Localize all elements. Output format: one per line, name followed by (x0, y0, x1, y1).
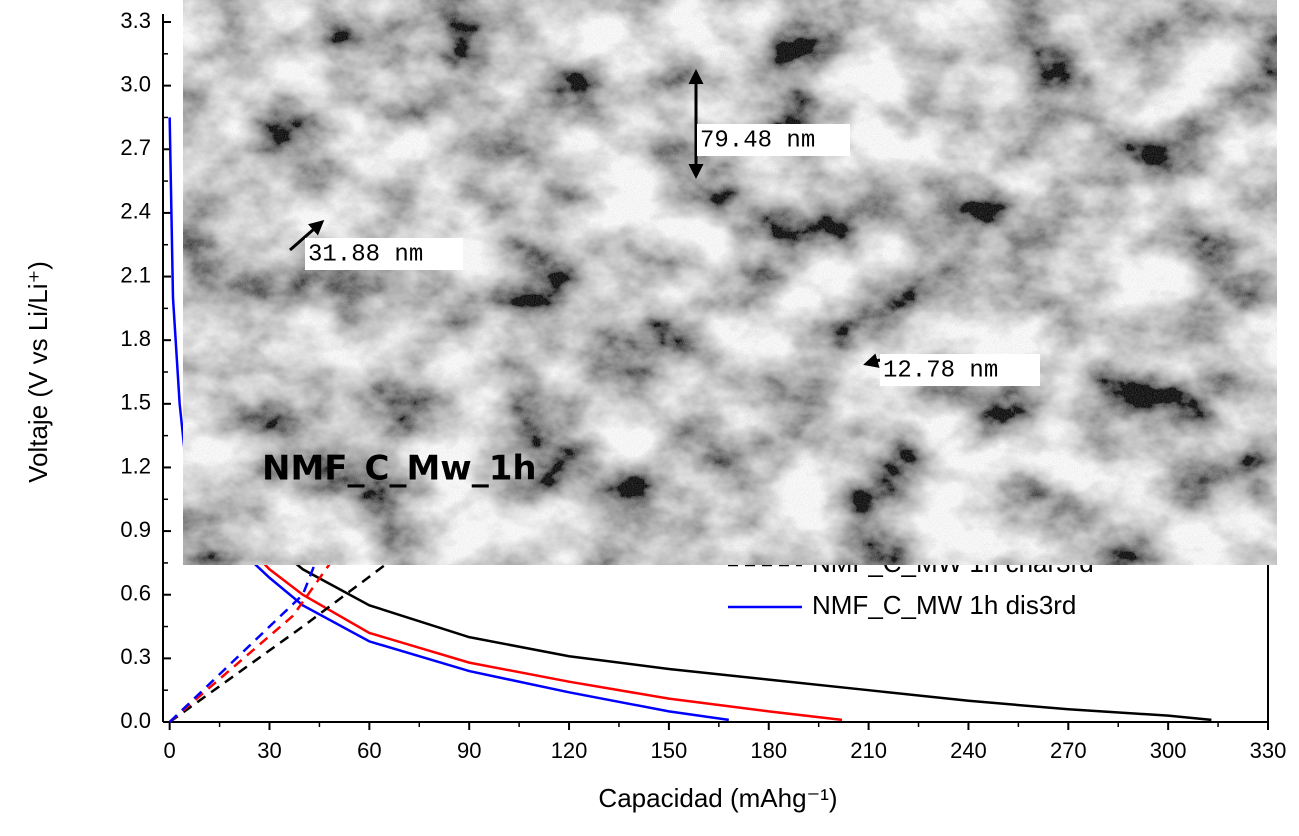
y-tick-label: 0.9 (120, 517, 151, 542)
y-tick-label: 2.4 (120, 199, 151, 224)
x-tick-label: 180 (750, 738, 787, 763)
x-tick-label: 210 (850, 738, 887, 763)
y-tick-label: 3.0 (120, 71, 151, 96)
x-tick-label: 300 (1150, 738, 1187, 763)
x-axis-title: Capacidad (mAhg⁻¹) (598, 783, 837, 813)
annotation: 79.48 nm (700, 127, 815, 154)
y-tick-label: 0.6 (120, 581, 151, 606)
x-tick-label: 0 (164, 738, 176, 763)
x-tick-label: 60 (357, 738, 381, 763)
legend-label: NMF_C_MW 1h dis3rd (812, 590, 1076, 620)
y-tick-label: 2.7 (120, 135, 151, 160)
y-tick-label: 1.2 (120, 453, 151, 478)
y-axis-title: Voltaje (V vs Li/Li⁺) (23, 261, 53, 483)
annotation: 31.88 nm (308, 241, 423, 268)
tem-image: 79.48 nm 31.88 nm 12.78 nm NMF_C_Mw_1h (183, 0, 1277, 565)
x-tick-label: 270 (1050, 738, 1087, 763)
x-tick-label: 120 (551, 738, 588, 763)
x-tick-label: 240 (950, 738, 987, 763)
annotation: 12.78 nm (883, 357, 998, 384)
x-tick-label: 30 (257, 738, 281, 763)
y-tick-label: 2.1 (120, 262, 151, 287)
x-tick-label: 330 (1250, 738, 1287, 763)
x-tick-label: 150 (651, 738, 688, 763)
y-tick-label: 1.8 (120, 326, 151, 351)
page: {"chart_data": { "type": "line", "x_labe… (0, 0, 1299, 836)
y-tick-label: 1.5 (120, 390, 151, 415)
x-tick-label: 90 (457, 738, 481, 763)
y-tick-label: 0.0 (120, 708, 151, 733)
series-line (253, 552, 842, 720)
chart: Capacidad (mAhg⁻¹) Voltaje (V vs Li/Li⁺)… (0, 0, 1299, 836)
y-tick-label: 3.3 (120, 8, 151, 33)
sample-label: NMF_C_Mw_1h (262, 449, 537, 489)
y-tick-label: 0.3 (120, 644, 151, 669)
